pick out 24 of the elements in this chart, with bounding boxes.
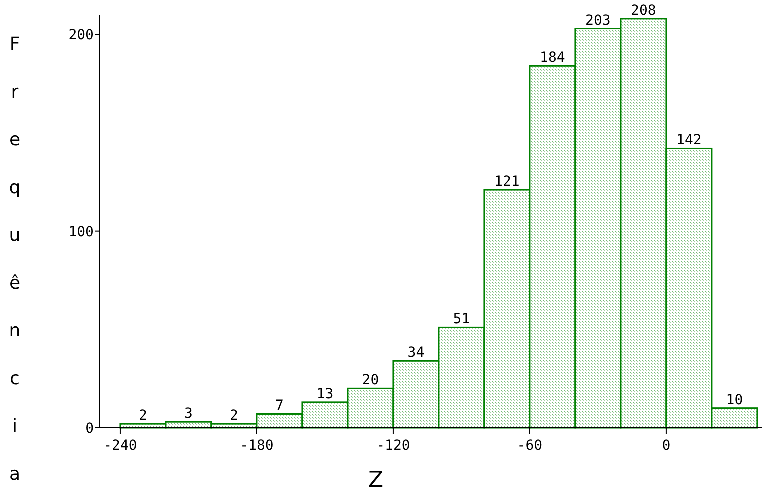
- data-label: 203: [586, 12, 611, 29]
- text: Frequência: [9, 34, 21, 485]
- data-label: 3: [184, 406, 193, 422]
- data-label: 184: [540, 50, 566, 66]
- x-tick-label: -180: [240, 438, 274, 454]
- data-label: 208: [631, 2, 656, 19]
- y-tick-label: 200: [68, 28, 94, 44]
- data-label: 10: [726, 392, 744, 408]
- x-tick-label: -240: [104, 438, 138, 454]
- x-tick-label: -60: [517, 438, 543, 454]
- data-label: 51: [453, 312, 470, 328]
- data-label: 20: [362, 372, 380, 389]
- data-label: 13: [316, 386, 334, 402]
- x-axis-title: Z: [368, 468, 384, 493]
- data-label: 7: [276, 398, 284, 414]
- data-label: 2: [139, 408, 148, 424]
- data-label: 121: [494, 174, 520, 190]
- x-tick-label: -120: [376, 438, 410, 454]
- x-tick-label: 0: [662, 438, 671, 454]
- data-label: 34: [408, 345, 425, 362]
- data-label: 142: [676, 132, 702, 149]
- data-label: 2: [230, 408, 238, 424]
- y-tick-label: 100: [68, 224, 94, 240]
- y-tick-label: 0: [86, 421, 94, 437]
